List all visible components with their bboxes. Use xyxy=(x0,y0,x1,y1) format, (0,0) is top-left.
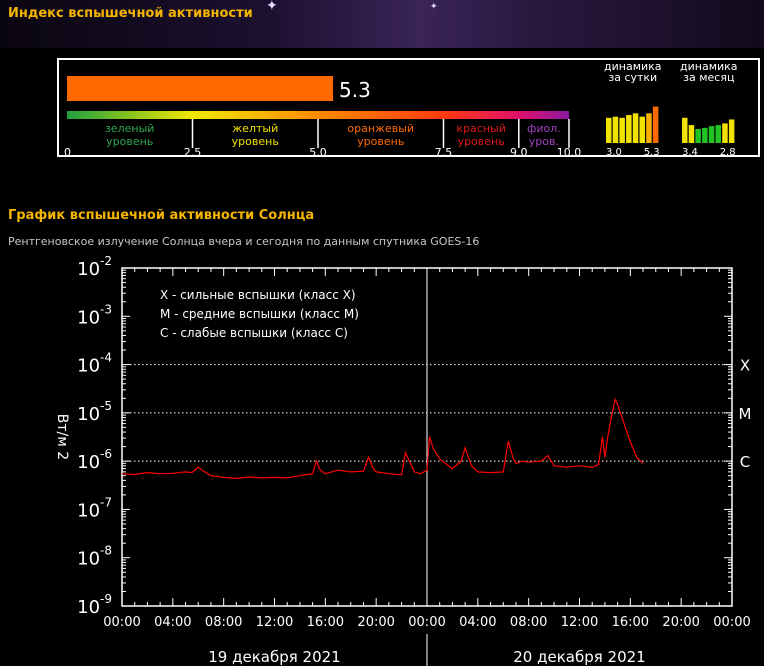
level-label: оранжевый xyxy=(347,122,414,135)
daily-trend-bar xyxy=(606,117,612,143)
legend-entry: C - слабые вспышки (класс C) xyxy=(160,326,348,340)
scale-tick-label: 0 xyxy=(64,146,71,155)
day-label: 19 декабря 2021 xyxy=(208,648,340,666)
scale-tick-label: 9.0 xyxy=(510,146,528,155)
y-tick-label: 10-5 xyxy=(77,399,112,425)
x-tick-label: 12:00 xyxy=(561,615,598,630)
x-tick-label: 04:00 xyxy=(154,615,191,630)
x-tick-label: 08:00 xyxy=(205,615,242,630)
legend-entry: M - средние вспышки (класс M) xyxy=(160,307,359,321)
class-label: X xyxy=(740,357,750,375)
daily-trend-bar xyxy=(632,113,639,143)
day-label: 20 декабря 2021 xyxy=(513,648,645,666)
level-label: уровень xyxy=(458,135,505,148)
monthly-trend-title: динамика xyxy=(680,60,738,73)
level-label: уровень xyxy=(106,135,153,148)
daily-trend-bar xyxy=(619,117,625,143)
level-label: желтый xyxy=(232,122,278,135)
index-value-label: 5.3 xyxy=(339,78,371,102)
level-label: красный xyxy=(456,122,505,135)
level-gradient-bar xyxy=(67,111,569,119)
y-tick-label: 10-4 xyxy=(77,351,112,377)
daily-trend-bar xyxy=(626,115,632,143)
index-value-bar xyxy=(67,76,334,101)
daily-trend-bar xyxy=(652,106,659,143)
monthly-trend-bar xyxy=(722,123,728,143)
level-label: фиол. xyxy=(527,122,561,135)
monthly-trend-bar xyxy=(695,129,701,143)
monthly-trend-bar xyxy=(728,119,735,143)
monthly-trend-bar xyxy=(708,126,715,143)
monthly-trend-bar xyxy=(688,125,695,143)
x-tick-label: 20:00 xyxy=(357,615,394,630)
y-axis-label: Вт/м 2 xyxy=(54,414,70,460)
scale-tick-label: 7.5 xyxy=(435,146,453,155)
daily-trend-left-label: 3.0 xyxy=(606,147,622,155)
level-label: уров. xyxy=(529,135,559,148)
x-tick-label: 08:00 xyxy=(510,615,547,630)
x-tick-label: 16:00 xyxy=(612,615,649,630)
class-label: C xyxy=(740,453,750,471)
daily-trend-title: динамика xyxy=(604,60,662,73)
daily-trend-title: за сутки xyxy=(608,71,657,84)
scale-tick-label: 5.0 xyxy=(309,146,327,155)
daily-trend-bar xyxy=(646,113,652,143)
x-tick-label: 04:00 xyxy=(459,615,496,630)
index-panel: 5.3 0 2.5 5.0 7.5 9.0 10.0 зеленый уровень желтый… xyxy=(57,58,760,159)
monthly-trend-bar xyxy=(715,125,721,143)
x-tick-label: 20:00 xyxy=(662,615,699,630)
star-icon: ✦ xyxy=(430,2,438,12)
chart-section-title: График вспышечной активности Солнца xyxy=(8,208,315,223)
header-banner: ✦ ✦ Индекс вспышечной активности xyxy=(0,0,764,48)
class-label: M xyxy=(739,405,752,423)
y-tick-label: 10-6 xyxy=(77,447,112,473)
y-tick-label: 10-2 xyxy=(77,254,112,280)
xray-flux-line xyxy=(121,397,644,480)
daily-trend-bar xyxy=(639,116,645,143)
monthly-trend-bar xyxy=(682,117,688,143)
x-tick-label: 00:00 xyxy=(408,615,445,630)
monthly-trend-right-label: 2.8 xyxy=(720,147,736,155)
x-tick-label: 00:00 xyxy=(713,615,750,630)
index-graphic: 5.30 2.5 5.0 7.5 9.0 10.0зеленыйуровеньжелтый… xyxy=(64,60,738,159)
x-tick-label: 16:00 xyxy=(307,615,344,630)
star-icon: ✦ xyxy=(266,0,278,14)
x-tick-label: 12:00 xyxy=(256,615,293,630)
scale-tick-label: 2.5 xyxy=(184,146,202,155)
level-label: уровень xyxy=(357,135,404,148)
level-label: уровень xyxy=(232,135,279,148)
y-tick-label: 10-8 xyxy=(77,544,112,570)
daily-trend-right-label: 5.3 xyxy=(644,147,660,155)
monthly-trend-left-label: 3.4 xyxy=(682,147,698,155)
y-tick-label: 10-7 xyxy=(77,495,112,521)
legend-entry: X - сильные вспышки (класс X) xyxy=(160,288,356,302)
y-tick-label: 10-3 xyxy=(77,302,112,328)
level-label: зеленый xyxy=(105,122,154,135)
scale-tick-label: 10.0 xyxy=(557,146,582,155)
flare-chart: 10-210-310-410-510-610-710-810-9Вт/м 2XM… xyxy=(54,254,752,666)
daily-trend-bar xyxy=(612,116,619,143)
index-title: Индекс вспышечной активности xyxy=(8,6,253,21)
monthly-trend-bar xyxy=(702,127,708,143)
x-tick-label: 00:00 xyxy=(103,615,140,630)
monthly-trend-title: за месяц xyxy=(683,71,734,84)
chart-section-subtitle: Рентгеновское излучение Солнца вчера и с… xyxy=(8,235,480,248)
